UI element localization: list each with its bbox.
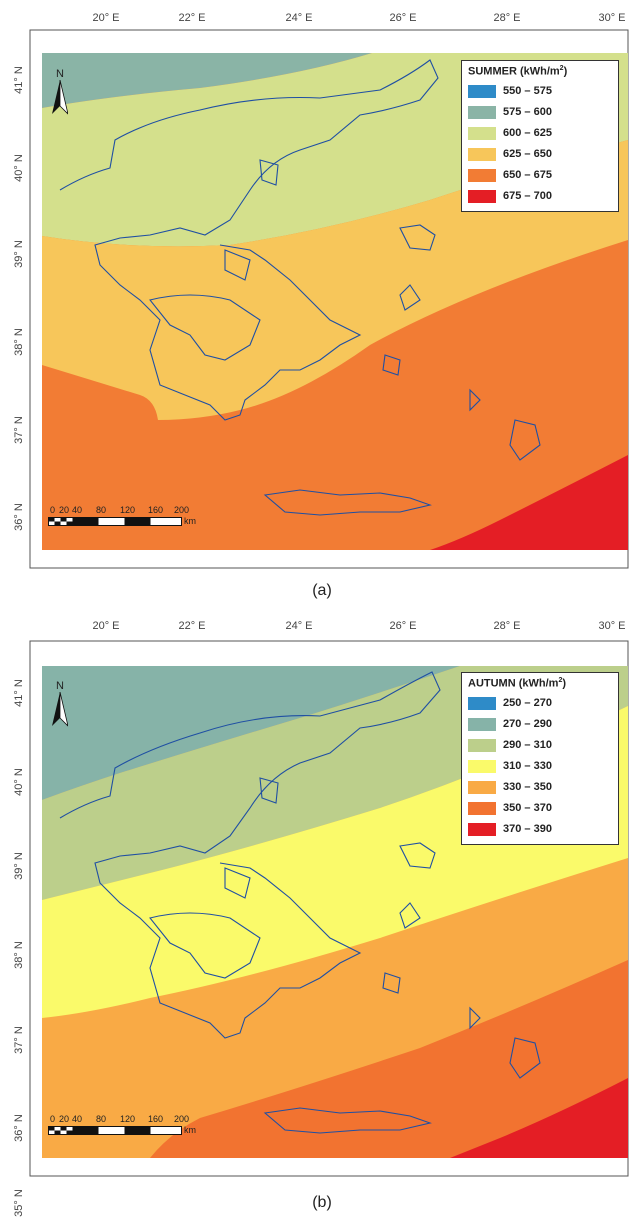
scale-unit: km bbox=[184, 1125, 196, 1135]
legend-swatch bbox=[468, 696, 496, 710]
legend-swatch bbox=[468, 780, 496, 794]
legend-item: 250 – 270 bbox=[468, 693, 612, 714]
scale-tick: 120 bbox=[120, 1114, 136, 1124]
legend: AUTUMN (kWh/m2) 250 – 270 270 – 290 290 – … bbox=[461, 672, 619, 845]
longitude-label: 28° E bbox=[493, 12, 521, 24]
legend: SUMMER (kWh/m2) 550 – 575 575 – 600 600 – … bbox=[461, 60, 619, 212]
scale-bar: 0 20 40 80 120 160 200 km bbox=[48, 505, 198, 526]
legend-label: 350 – 370 bbox=[503, 802, 552, 815]
longitude-label: 20° E bbox=[92, 12, 120, 24]
legend-label: 250 – 270 bbox=[503, 697, 552, 710]
longitude-label: 20° E bbox=[92, 620, 120, 632]
legend-items: 550 – 575 575 – 600 600 – 625 625 – 650 650 … bbox=[468, 81, 612, 207]
longitude-label: 28° E bbox=[493, 620, 521, 632]
legend-item: 575 – 600 bbox=[468, 102, 612, 123]
legend-label: 675 – 700 bbox=[503, 190, 552, 203]
scale-bar-graphic bbox=[48, 1125, 182, 1135]
longitude-label: 24° E bbox=[285, 12, 313, 24]
legend-item: 270 – 290 bbox=[468, 714, 612, 735]
longitude-label: 26° E bbox=[389, 620, 417, 632]
legend-label: 650 – 675 bbox=[503, 169, 552, 182]
north-label: N bbox=[56, 680, 64, 692]
panel-caption: (b) bbox=[312, 1194, 332, 1211]
coastline bbox=[59, 59, 541, 516]
legend-label: 330 – 350 bbox=[503, 781, 552, 794]
legend-label: 370 – 390 bbox=[503, 823, 552, 836]
longitude-label: 22° E bbox=[178, 620, 206, 632]
scale-tick: 20 bbox=[59, 505, 70, 515]
legend-label: 550 – 575 bbox=[503, 85, 552, 98]
legend-item: 650 – 675 bbox=[468, 165, 612, 186]
legend-item: 330 – 350 bbox=[468, 777, 612, 798]
north-arrow-icon bbox=[52, 692, 68, 727]
longitude-label: 26° E bbox=[389, 12, 417, 24]
north-arrow: N bbox=[52, 68, 68, 116]
scale-tick: 80 bbox=[96, 505, 107, 515]
legend-swatch bbox=[468, 717, 496, 731]
legend-label: 575 – 600 bbox=[503, 106, 552, 119]
legend-swatch bbox=[468, 84, 496, 98]
longitude-label: 22° E bbox=[178, 12, 206, 24]
scale-unit: km bbox=[184, 516, 196, 526]
legend-item: 600 – 625 bbox=[468, 123, 612, 144]
scale-tick: 160 bbox=[148, 505, 164, 515]
north-arrow: N bbox=[52, 680, 68, 728]
legend-label: 625 – 650 bbox=[503, 148, 552, 161]
longitude-label: 30° E bbox=[598, 620, 626, 632]
panel-caption: (a) bbox=[312, 582, 332, 599]
longitude-label: 30° E bbox=[598, 12, 626, 24]
legend-items: 250 – 270 270 – 290 290 – 310 310 – 330 330 … bbox=[468, 693, 612, 840]
scale-tick: 0 bbox=[50, 505, 56, 515]
legend-swatch bbox=[468, 822, 496, 836]
legend-label: 290 – 310 bbox=[503, 739, 552, 752]
map-panel-autumn: 20° E 22° E 24° E 26° E 28° E 30° E 41° … bbox=[0, 608, 629, 1217]
scale-bar-graphic bbox=[48, 516, 182, 526]
scale-tick: 40 bbox=[72, 1114, 83, 1124]
scale-tick: 80 bbox=[96, 1114, 107, 1124]
legend-item: 350 – 370 bbox=[468, 798, 612, 819]
legend-label: 310 – 330 bbox=[503, 760, 552, 773]
legend-title: AUTUMN (kWh/m2) bbox=[468, 677, 567, 690]
legend-swatch bbox=[468, 738, 496, 752]
legend-title: SUMMER (kWh/m2) bbox=[468, 65, 568, 78]
legend-swatch bbox=[468, 189, 496, 203]
scale-tick: 20 bbox=[59, 1114, 70, 1124]
legend-swatch bbox=[468, 168, 496, 182]
scale-tick: 160 bbox=[148, 1114, 164, 1124]
scale-tick: 200 bbox=[174, 505, 190, 515]
scale-tick: 120 bbox=[120, 505, 136, 515]
legend-item: 625 – 650 bbox=[468, 144, 612, 165]
north-label: N bbox=[56, 68, 64, 80]
longitude-label: 24° E bbox=[285, 620, 313, 632]
legend-swatch bbox=[468, 801, 496, 815]
legend-label: 270 – 290 bbox=[503, 718, 552, 731]
legend-item: 550 – 575 bbox=[468, 81, 612, 102]
legend-swatch bbox=[468, 147, 496, 161]
legend-swatch bbox=[468, 126, 496, 140]
map-panel-summer: 20° E 22° E 24° E 26° E 28° E 30° E 41° … bbox=[0, 0, 629, 608]
legend-label: 600 – 625 bbox=[503, 127, 552, 140]
legend-item: 290 – 310 bbox=[468, 735, 612, 756]
coastline bbox=[59, 671, 541, 1134]
scale-bar: 0 20 40 80 120 160 200 km bbox=[48, 1114, 198, 1135]
legend-item: 370 – 390 bbox=[468, 819, 612, 840]
scale-tick: 0 bbox=[50, 1114, 56, 1124]
legend-swatch bbox=[468, 759, 496, 773]
north-arrow-icon bbox=[52, 80, 68, 115]
scale-tick: 200 bbox=[174, 1114, 190, 1124]
legend-item: 675 – 700 bbox=[468, 186, 612, 207]
scale-tick: 40 bbox=[72, 505, 83, 515]
legend-swatch bbox=[468, 105, 496, 119]
legend-item: 310 – 330 bbox=[468, 756, 612, 777]
